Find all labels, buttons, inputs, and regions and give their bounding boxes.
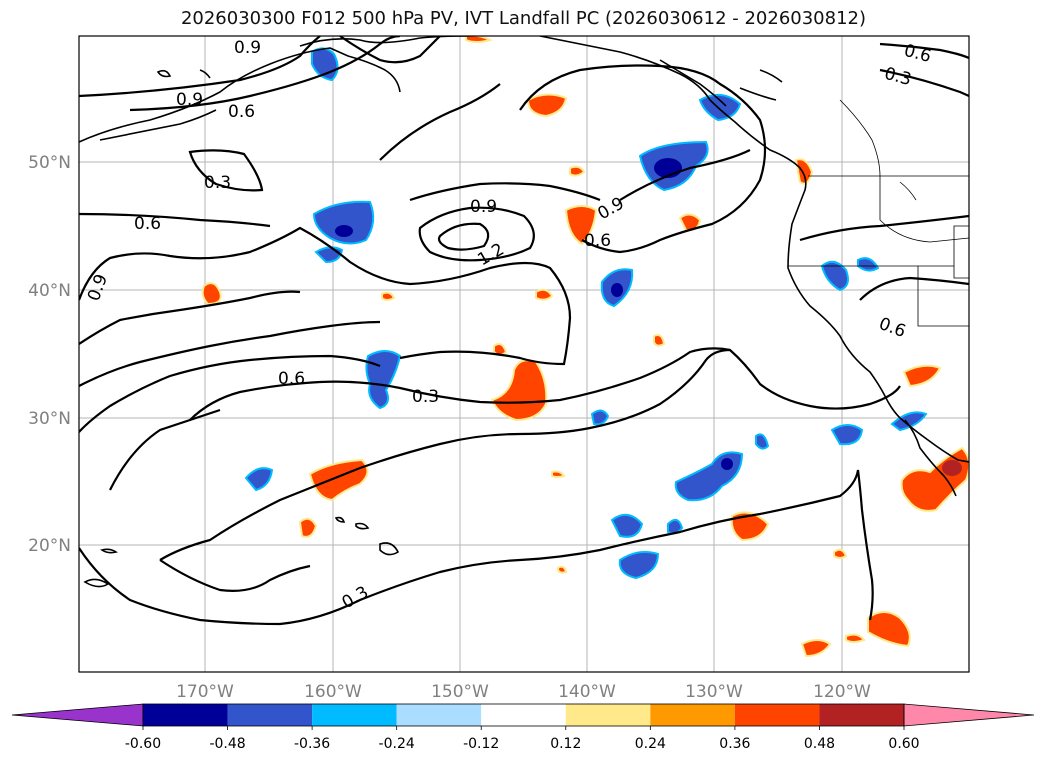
graticule [79,36,969,672]
positive-anomaly [465,36,493,43]
lon-label-120w: 120°W [813,682,871,702]
negative-anomaly [314,246,344,264]
lat-label-50n: 50°N [28,153,71,173]
negative-anomaly [857,257,880,272]
contour-label: 0.6 [278,369,305,389]
negative-anomaly [312,200,375,245]
negative-anomaly [244,467,274,492]
positive-anomaly [569,165,586,177]
colorbar-tick-label: 0.12 [550,736,581,752]
positive-anomaly [833,548,848,559]
lat-label-40n: 40°N [28,281,71,301]
colorbar-segment [227,704,313,726]
positive-anomaly [794,158,814,185]
negative-anomaly-core [611,283,623,297]
negative-anomaly-core [335,225,353,237]
colorbar-extend-high [903,703,1035,727]
contour-label: 0.6 [584,231,611,251]
positive-anomaly [845,633,866,643]
negative-anomaly [755,433,770,450]
negative-anomaly [311,47,339,82]
contour-label: 0.6 [228,102,255,122]
political-borders [788,99,969,327]
lon-label-150w: 150°W [431,682,489,702]
colorbar-tick-label: -0.36 [294,736,330,752]
colorbar-extend-low [11,703,144,727]
colorbar-segment [143,704,228,726]
positive-anomaly [900,446,969,512]
contour-label: 0.3 [412,387,439,407]
colorbar-segment [734,704,820,726]
positive-anomaly [551,470,566,478]
lon-label-140w: 140°W [558,682,616,702]
colorbar-segment [396,704,482,726]
contour-label: 0.9 [84,272,112,304]
positive-anomaly [902,364,942,388]
lon-label-170w: 170°W [176,682,234,702]
positive-anomaly [308,458,369,502]
colorbar-segment [650,704,735,726]
positive-anomaly [201,282,222,306]
colorbar: -0.60 -0.48 -0.36 -0.24 -0.12 0.12 0.24 0.36 0.4… [11,703,1035,752]
colorbar-segment [819,704,904,726]
positive-anomaly [298,517,318,538]
negative-anomaly [610,513,644,538]
negative-anomaly [830,424,864,446]
contour-label: 0.6 [876,314,908,342]
positive-anomaly [653,334,666,347]
colorbar-tick-label: 0.36 [719,736,750,752]
pv-anomaly-fills [201,36,969,658]
colorbar-tick-label: 0.24 [635,736,666,752]
colorbar-tick-label: -0.60 [125,736,161,752]
negative-anomaly [590,409,610,426]
contour-label: 0.9 [470,197,497,217]
latitude-labels: 50°N 40°N 30°N 20°N [28,153,71,556]
positive-anomaly [564,205,598,246]
colorbar-tick-label: 0.60 [888,736,919,752]
contour-label: 0.6 [134,214,161,234]
longitude-labels: 170°W 160°W 150°W 140°W 130°W 120°W [176,682,871,702]
positive-anomaly [867,611,911,648]
positive-anomaly [800,639,832,658]
map-title: 2026030300 F012 500 hPa PV, IVT Landfall… [180,8,867,29]
colorbar-segment [481,704,566,726]
positive-anomaly [526,93,568,118]
contour-label: 0.9 [176,90,203,110]
contour-label: 0.3 [204,173,231,193]
negative-anomaly [674,451,744,502]
positive-anomaly [490,359,548,422]
positive-anomaly [730,511,770,542]
positive-anomaly-core [942,460,962,476]
negative-anomaly [890,411,928,432]
pv-contours [79,36,969,626]
contour-label: 0.3 [882,64,913,90]
lon-label-130w: 130°W [685,682,743,702]
colorbar-tick-label: -0.12 [463,736,499,752]
colorbar-tick-label: 0.48 [804,736,835,752]
colorbar-segment [312,704,397,726]
coastlines [79,36,969,588]
contour-labels: 0.9 0.9 0.6 0.3 0.6 0.9 0.9 1.2 0.9 0.6 … [84,38,933,613]
negative-anomaly [618,551,660,580]
colorbar-tick-label: -0.24 [379,736,415,752]
positive-anomaly [535,288,554,301]
map-frame [78,35,970,673]
negative-anomaly [365,350,402,410]
negative-anomaly-core [721,458,733,470]
contour-label: 0.6 [902,41,933,67]
colorbar-outline [142,703,905,727]
negative-anomaly [698,93,742,122]
negative-anomaly [820,260,849,292]
lon-label-160w: 160°W [304,682,362,702]
colorbar-tick-label: -0.48 [209,736,245,752]
lat-label-30n: 30°N [28,409,71,429]
colorbar-segment [565,704,651,726]
contour-label: 0.9 [234,38,261,58]
lat-label-20n: 20°N [28,536,71,556]
positive-anomaly [557,565,568,574]
positive-anomaly [381,291,396,301]
